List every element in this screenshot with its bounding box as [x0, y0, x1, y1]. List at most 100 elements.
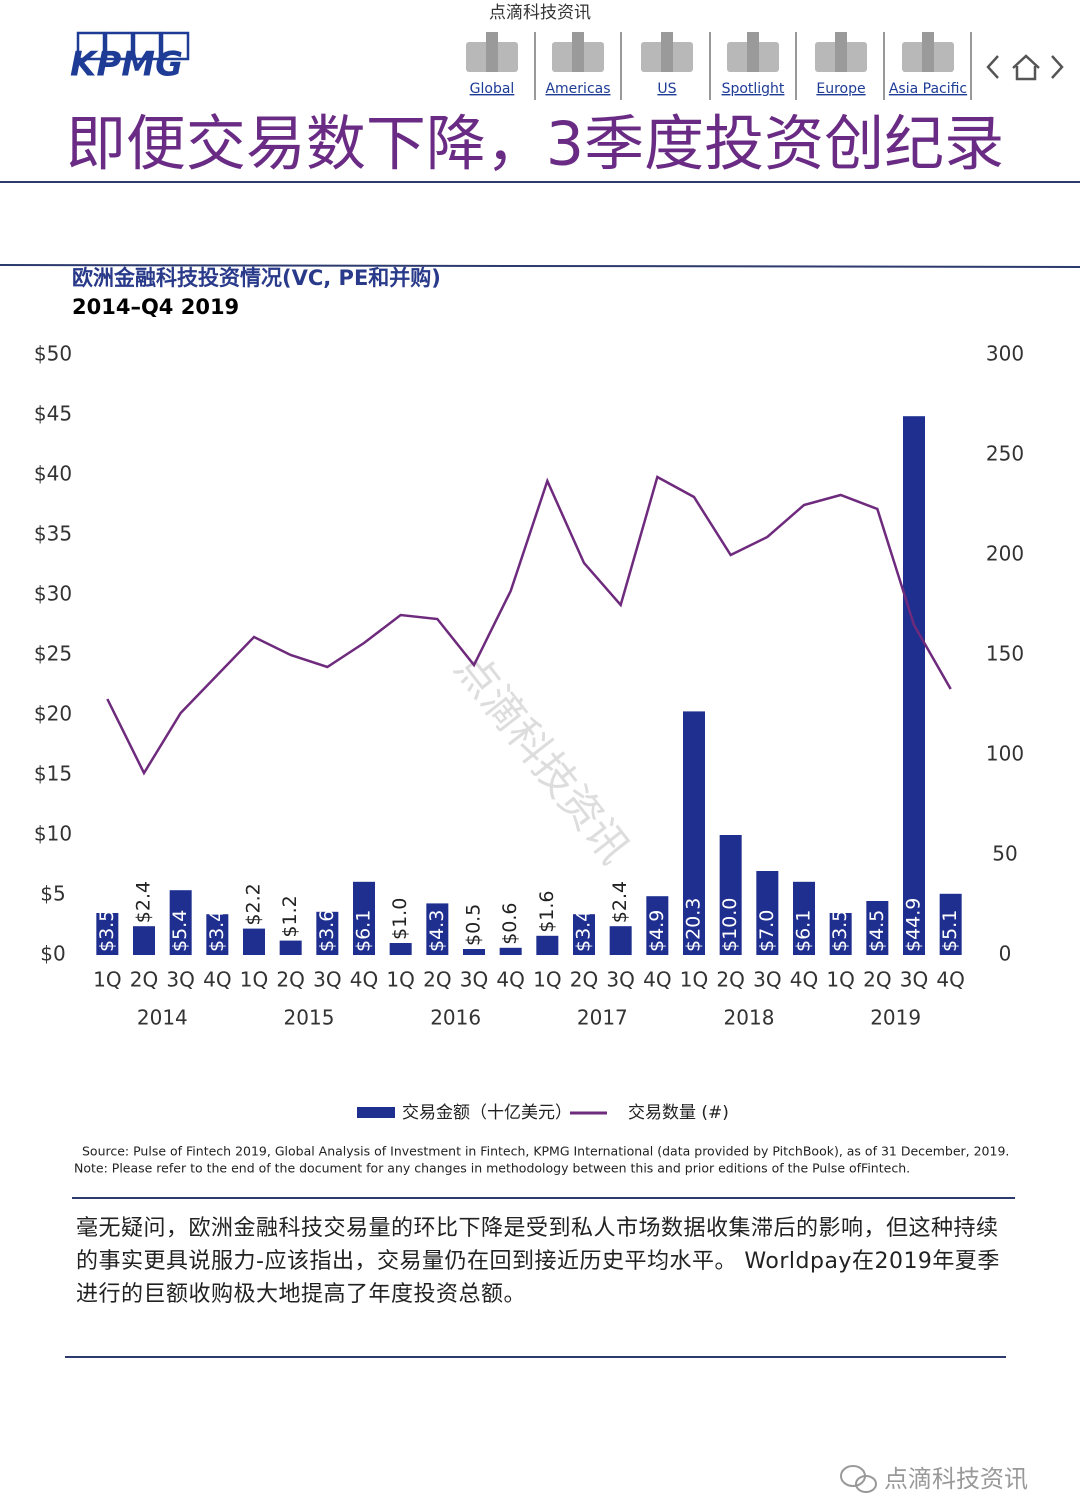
x-tick-label: 1Q — [680, 968, 708, 992]
main-title: 即便交易数下降，3季度投资创纪录 — [66, 110, 1004, 180]
value-label: $20.3 — [683, 898, 705, 952]
value-label: $5.1 — [939, 910, 961, 952]
footer: 点滴科技资讯 — [884, 1465, 1028, 1493]
x-tick-label: 3Q — [460, 968, 488, 992]
body-text: 毫无疑问，欧洲金融科技交易量的环比下降是受到私人市场数据收集滞后的影响，但这种持… — [76, 1216, 1000, 1307]
nav-icon — [486, 32, 498, 72]
x-tick-label: 4Q — [350, 968, 378, 992]
nav-link: Spotlight — [722, 81, 785, 97]
nav-icon — [835, 32, 847, 72]
bar — [96, 913, 119, 955]
x-tick-label: 1Q — [240, 968, 268, 992]
x-tick-label: 2Q — [570, 968, 598, 992]
y-tick-label: $50 — [34, 342, 72, 366]
nav-icon — [661, 32, 673, 72]
value-label: $5.4 — [169, 910, 191, 952]
rule — [0, 264, 1080, 268]
value-label: $6.1 — [353, 910, 375, 952]
nav-link: Asia Pacific — [889, 81, 967, 97]
legend-swatch — [357, 1107, 395, 1118]
nav-link: Americas — [545, 81, 610, 97]
value-label: $3.6 — [316, 910, 338, 952]
logo: KPMG — [70, 45, 183, 85]
x-tick-label: 3Q — [900, 968, 928, 992]
x-tick-label: 1Q — [93, 968, 121, 992]
site-name: 点滴科技资讯 — [489, 3, 591, 23]
bar — [169, 890, 192, 955]
value-label: $3.5 — [829, 910, 851, 952]
value-label: $4.3 — [426, 910, 448, 952]
y2-tick-label: 300 — [986, 342, 1024, 366]
bar — [389, 943, 412, 955]
bar — [719, 835, 742, 955]
nav: Global Americas US Spotlight Europe Asia Paci… — [466, 32, 972, 100]
y-tick-label: $5 — [40, 882, 65, 906]
y2-tick-label: 250 — [986, 442, 1024, 466]
y-tick-label: $40 — [34, 462, 72, 486]
x-tick-label: 4Q — [203, 968, 231, 992]
bar — [829, 913, 852, 955]
value-label: $2.2 — [243, 883, 265, 925]
value-label: $1.0 — [389, 898, 411, 940]
x-tick-label: 4Q — [790, 968, 818, 992]
y2-tick-label: 150 — [986, 642, 1024, 666]
x-tick-label: 3Q — [166, 968, 194, 992]
x-group-label: 2016 — [430, 1006, 481, 1030]
x-group-label: 2014 — [137, 1006, 188, 1030]
x-tick-label: 3Q — [606, 968, 634, 992]
bar — [279, 940, 302, 955]
bar — [573, 914, 595, 955]
x-group-label: 2015 — [284, 1006, 335, 1030]
bar — [353, 881, 375, 955]
bar — [756, 871, 779, 955]
nav-link: Global — [470, 81, 515, 97]
value-label: $1.6 — [536, 890, 558, 932]
bar — [426, 903, 449, 955]
bar — [206, 914, 229, 955]
x-tick-label: 2Q — [863, 968, 891, 992]
y-tick-label: $15 — [34, 762, 72, 786]
value-label: $4.5 — [866, 910, 888, 952]
x-tick-label: 4Q — [643, 968, 671, 992]
x-tick-label: 2Q — [716, 968, 744, 992]
bar — [463, 949, 485, 955]
bar — [499, 947, 522, 955]
source: Source: Pulse of Fintech 2019, Global An… — [82, 1144, 1009, 1159]
bar — [536, 935, 559, 955]
line — [106, 475, 952, 776]
x-group-label: 2019 — [870, 1006, 921, 1030]
y-tick-label: $20 — [34, 702, 72, 726]
x-group-label: 2017 — [577, 1006, 628, 1030]
y-tick-label: $45 — [34, 402, 72, 426]
bar — [243, 928, 265, 955]
bar — [133, 926, 155, 955]
value-label: $0.5 — [463, 904, 485, 946]
bar — [939, 893, 962, 955]
y-tick-label: $10 — [34, 822, 72, 846]
y2-tick-label: 0 — [999, 942, 1012, 966]
x-tick-label: 2Q — [276, 968, 304, 992]
nav-link: US — [657, 81, 676, 97]
x-tick-label: 4Q — [496, 968, 524, 992]
value-label: $1.2 — [279, 895, 301, 937]
y2-tick-label: 100 — [986, 742, 1024, 766]
nav-icon — [922, 32, 934, 72]
bar — [316, 911, 339, 955]
chart: $0 $5 $10 $15 $20 $25 $30 $35 $40 $45 $50 0 50 100 150… — [34, 342, 1024, 1124]
legend-label: 交易金额（十亿美元） — [402, 1103, 572, 1123]
nav-arrows — [986, 54, 1064, 81]
value-label: $44.9 — [903, 898, 925, 952]
x-tick-label: 3Q — [313, 968, 341, 992]
legend-label: 交易数量 (#) — [628, 1103, 729, 1123]
bar — [866, 901, 889, 955]
x-tick-label: 1Q — [533, 968, 561, 992]
x-tick-label: 1Q — [386, 968, 414, 992]
bar — [646, 896, 669, 955]
bar — [793, 881, 815, 955]
nav-link: Europe — [816, 81, 865, 97]
chart-subtitle: 2014–Q4 2019 — [72, 295, 239, 319]
y2-tick-label: 50 — [992, 842, 1017, 866]
x-group-label: 2018 — [724, 1006, 775, 1030]
watermark: 点滴科技资讯 — [445, 644, 639, 873]
